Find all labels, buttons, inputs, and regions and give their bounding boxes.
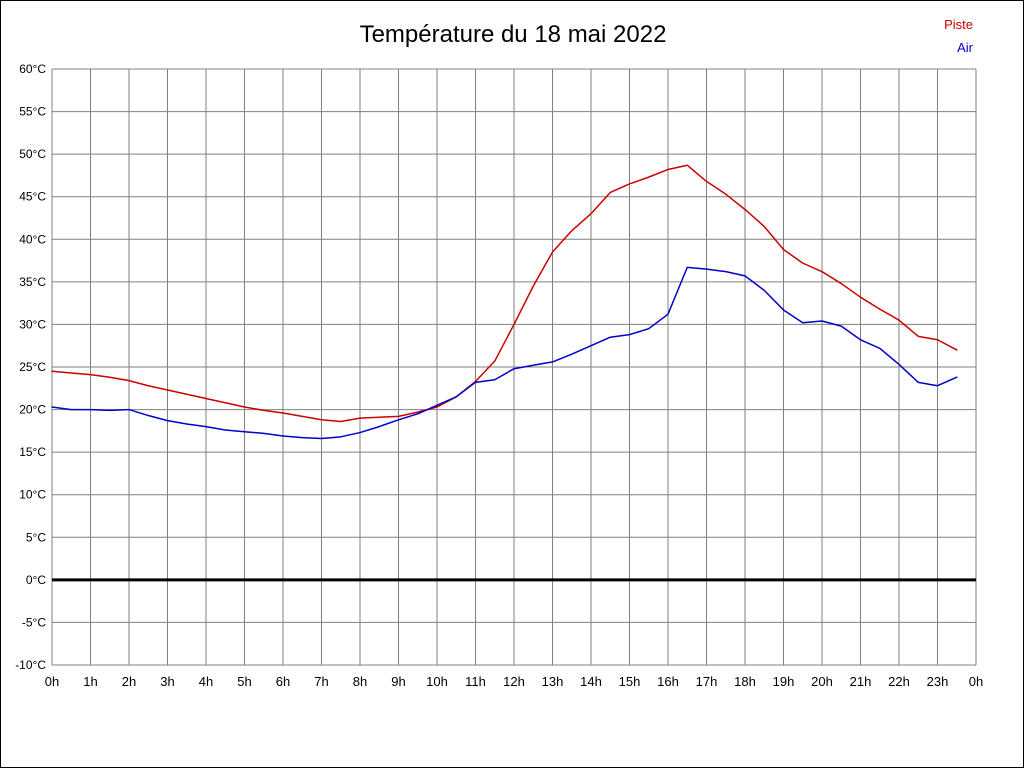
x-tick-label: 15h [619, 674, 641, 689]
y-tick-label: 50°C [19, 147, 46, 161]
x-tick-label: 0h [969, 674, 983, 689]
legend-item-air: Air [957, 40, 973, 55]
x-tick-label: 9h [391, 674, 405, 689]
x-tick-label: 8h [353, 674, 367, 689]
x-tick-label: 3h [160, 674, 174, 689]
chart-title: Température du 18 mai 2022 [359, 21, 667, 48]
series-line-air [51, 266, 958, 440]
x-tick-label: 19h [773, 674, 795, 689]
x-tick-label: 4h [199, 674, 213, 689]
y-tick-label: 5°C [26, 530, 46, 544]
x-tick-label: 13h [542, 674, 564, 689]
y-tick-label: 40°C [19, 232, 46, 246]
x-tick-label: 23h [927, 674, 949, 689]
series-line-piste [51, 164, 958, 423]
y-tick-label: 60°C [19, 62, 46, 76]
y-tick-label: 25°C [19, 360, 46, 374]
y-tick-label: 0°C [26, 573, 46, 587]
y-tick-label: 20°C [19, 403, 46, 417]
y-tick-label: 55°C [19, 105, 46, 119]
y-tick-label: -5°C [22, 615, 46, 629]
x-tick-label: 2h [122, 674, 136, 689]
x-tick-label: 17h [696, 674, 718, 689]
x-tick-label: 18h [734, 674, 756, 689]
x-tick-label: 10h [426, 674, 448, 689]
y-tick-label: 15°C [19, 445, 46, 459]
y-tick-label: 35°C [19, 275, 46, 289]
x-tick-label: 22h [888, 674, 910, 689]
x-tick-label: 6h [276, 674, 290, 689]
x-tick-label: 5h [237, 674, 251, 689]
x-tick-label: 1h [83, 674, 97, 689]
legend-item-piste: Piste [944, 17, 973, 32]
x-tick-label: 0h [45, 674, 59, 689]
legend: Piste Air [944, 13, 973, 59]
x-tick-label: 20h [811, 674, 833, 689]
x-tick-label: 7h [314, 674, 328, 689]
x-tick-label: 11h [465, 674, 486, 689]
y-tick-label: 45°C [19, 190, 46, 204]
y-tick-label: -10°C [15, 658, 46, 672]
x-tick-label: 21h [850, 674, 872, 689]
x-tick-label: 14h [580, 674, 602, 689]
x-tick-label: 12h [503, 674, 525, 689]
y-tick-label: 30°C [19, 317, 46, 331]
x-tick-label: 16h [657, 674, 679, 689]
y-tick-label: 10°C [19, 488, 46, 502]
